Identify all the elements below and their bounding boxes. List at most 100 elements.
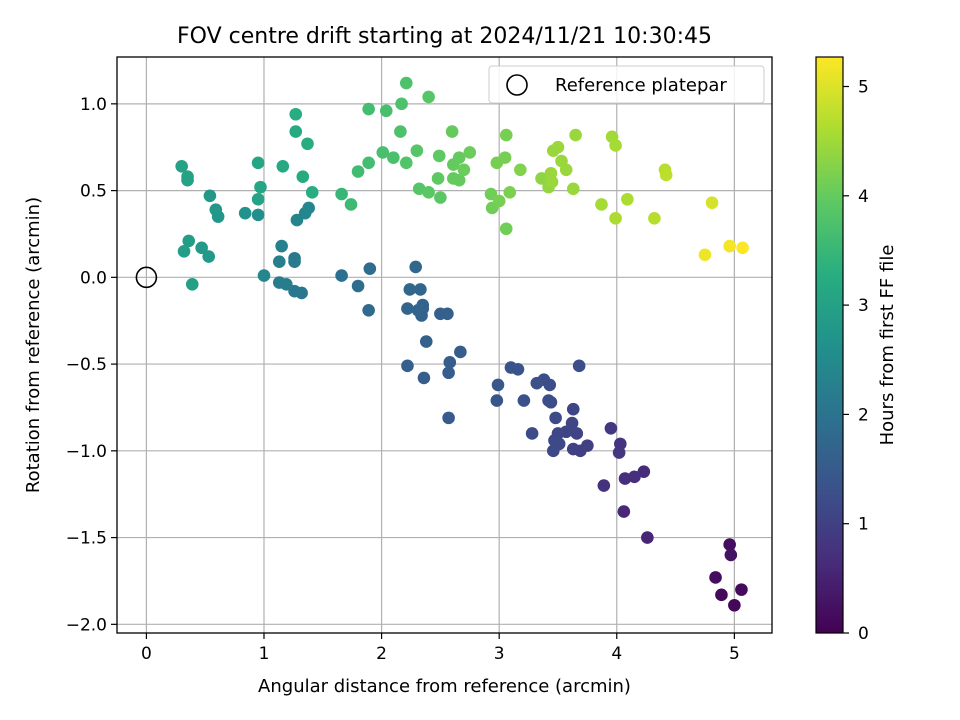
data-point [209, 203, 223, 216]
data-point [545, 175, 559, 189]
data-point [612, 446, 626, 459]
data-point [736, 241, 749, 255]
data-point [289, 107, 303, 121]
data-point [566, 442, 580, 456]
data-point [442, 366, 455, 380]
data-point [251, 156, 265, 170]
data-point [288, 284, 301, 298]
data-point [499, 128, 513, 142]
x-tick-label: 3 [494, 644, 505, 664]
y-axis-ticks: −2.0 −1.5 −1.0 −0.5 0.0 0.5 1.0 [66, 95, 117, 635]
data-point [175, 160, 188, 173]
data-point [257, 269, 271, 282]
y-axis-label: Rotation from reference (arcmin) [23, 197, 44, 493]
colorbar-label: Hours from first FF file [877, 245, 898, 446]
y-tick-label: −2.0 [66, 615, 107, 635]
data-point [276, 160, 290, 173]
data-point [288, 255, 301, 269]
data-point [335, 269, 348, 282]
data-point [609, 212, 622, 225]
legend-box [488, 65, 765, 104]
data-point [363, 262, 377, 275]
y-tick-label: 0.0 [80, 268, 107, 288]
data-point [559, 163, 573, 177]
data-point [621, 192, 634, 206]
colorbar-tick-label: 3 [858, 296, 869, 316]
data-point [549, 411, 562, 425]
colorbar-gradient [815, 56, 844, 634]
data-point [301, 137, 314, 151]
data-point [572, 359, 586, 373]
data-point [530, 376, 544, 390]
data-point [432, 149, 446, 163]
data-point [484, 187, 498, 201]
data-point [617, 505, 631, 518]
data-point [566, 182, 580, 196]
data-point [296, 170, 310, 184]
data-point [403, 283, 417, 296]
colorbar-tick-label: 5 [858, 78, 869, 98]
data-point [723, 538, 736, 551]
x-tick-label: 1 [259, 644, 270, 664]
y-tick-label: −1.0 [66, 442, 107, 462]
data-point [709, 571, 722, 584]
y-tick-label: −0.5 [66, 355, 107, 375]
legend-label: Reference platepar [555, 75, 727, 96]
data-point [401, 302, 414, 315]
reference-marker [135, 266, 158, 289]
data-point [422, 90, 435, 104]
data-point [272, 255, 286, 269]
data-point [434, 307, 447, 321]
data-point [535, 172, 548, 185]
data-point [203, 189, 217, 203]
x-axis-ticks: 0 1 2 3 4 5 [141, 633, 740, 664]
data-point [335, 187, 348, 201]
data-point [387, 151, 400, 164]
colorbar-tick-label: 4 [858, 187, 869, 207]
data-point [492, 194, 506, 208]
data-point [648, 212, 661, 225]
data-point [362, 304, 375, 317]
data-point [289, 125, 303, 138]
data-point [705, 196, 719, 210]
data-point [181, 170, 194, 184]
data-point [452, 173, 466, 187]
data-point [411, 304, 425, 317]
data-point [202, 250, 216, 263]
colorbar-tick-label: 0 [858, 624, 869, 644]
data-point [659, 168, 673, 182]
data-point [254, 180, 267, 194]
data-point [442, 411, 455, 425]
y-tick-label: 1.0 [80, 95, 107, 115]
chart-title: FOV centre drift starting at 2024/11/21 … [177, 24, 712, 49]
data-point [351, 165, 365, 178]
data-point [504, 361, 518, 374]
x-tick-label: 4 [611, 644, 622, 664]
x-tick-label: 2 [376, 644, 387, 664]
y-tick-label: 0.5 [80, 182, 107, 202]
colorbar-tick-label: 2 [858, 405, 869, 425]
data-point [422, 186, 435, 199]
legend: Reference platepar [488, 65, 765, 104]
data-point [445, 125, 459, 138]
data-point [251, 192, 265, 206]
data-point [401, 359, 414, 373]
data-point [305, 186, 319, 199]
plot-frame [116, 56, 773, 634]
data-point [498, 151, 512, 164]
data-point [628, 470, 641, 484]
data-point [177, 245, 191, 258]
data-point [454, 345, 467, 359]
data-point [431, 172, 445, 185]
grid-lines [117, 57, 772, 633]
data-point [499, 222, 513, 236]
colorbar-ticks: 0 1 2 3 4 5 [843, 78, 869, 644]
data-point [542, 394, 555, 407]
data-point [514, 163, 527, 177]
x-tick-label: 5 [729, 644, 740, 664]
data-point [604, 421, 618, 435]
data-point [409, 260, 422, 274]
data-point [376, 146, 390, 159]
data-point [728, 598, 741, 612]
data-point [551, 140, 565, 154]
